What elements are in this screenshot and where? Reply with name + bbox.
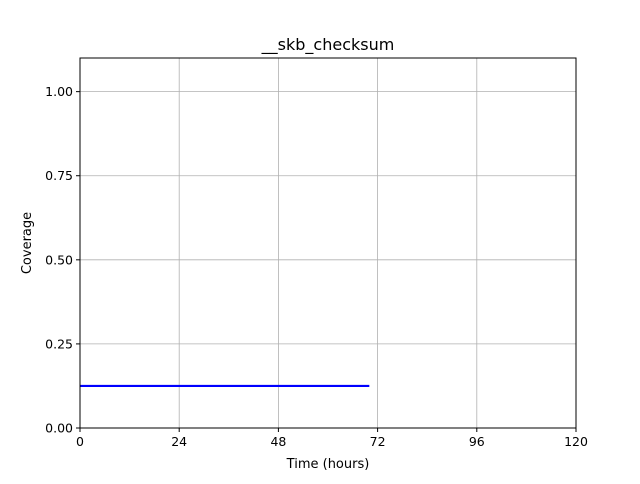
y-tick-label: 0.75 <box>45 168 73 183</box>
y-tick-label: 0.00 <box>45 421 73 436</box>
x-tick-label: 120 <box>564 434 588 449</box>
x-tick-label: 24 <box>171 434 187 449</box>
y-tick-label: 0.25 <box>45 336 73 351</box>
x-tick-label: 0 <box>76 434 84 449</box>
x-tick-label: 48 <box>270 434 286 449</box>
y-axis-ticks: 0.00 0.25 0.50 0.75 1.00 <box>45 84 80 436</box>
plot-frame <box>79 57 577 429</box>
y-tick-label: 0.50 <box>45 252 73 267</box>
x-axis-ticks: 0 24 48 72 96 120 <box>76 428 588 449</box>
x-tick-label: 72 <box>370 434 386 449</box>
y-tick-label: 1.00 <box>45 84 73 99</box>
x-tick-label: 96 <box>469 434 485 449</box>
plot-area <box>80 58 576 428</box>
grid <box>79 58 577 429</box>
y-axis-label: Coverage <box>20 212 35 274</box>
chart-title: __skb_checksum <box>261 35 395 55</box>
x-axis-label: Time (hours) <box>286 457 370 472</box>
